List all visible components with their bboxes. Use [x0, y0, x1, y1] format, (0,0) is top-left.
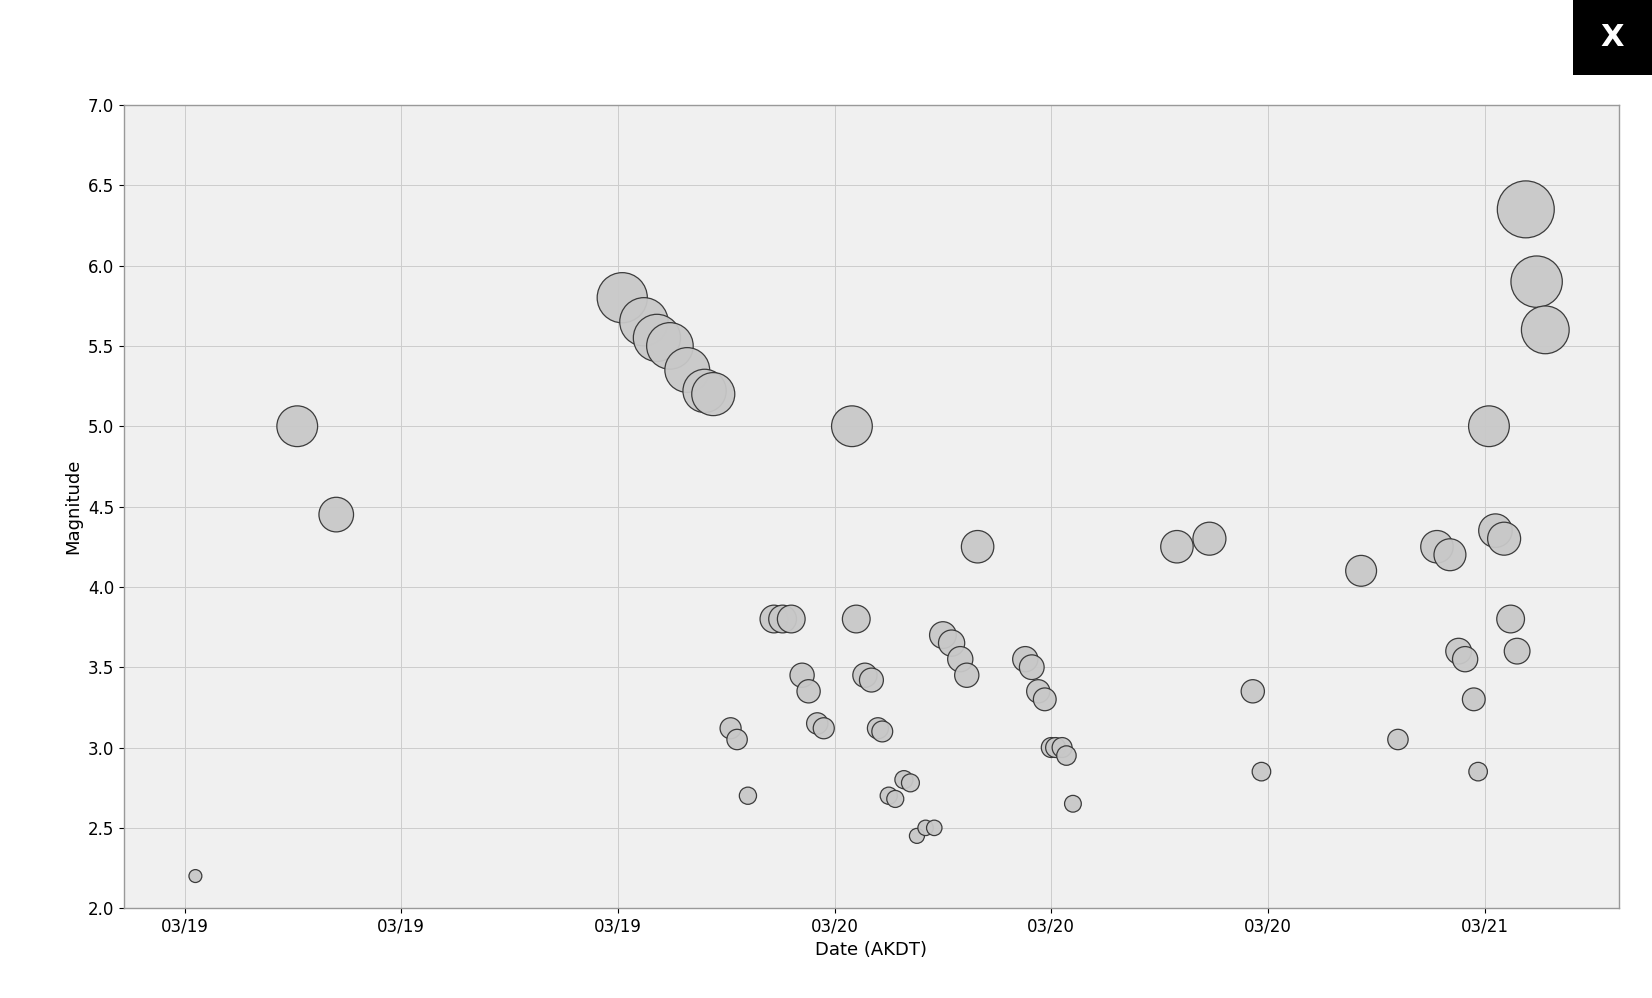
Point	[674, 362, 700, 378]
Point	[965, 539, 991, 555]
X-axis label: Date (AKDT): Date (AKDT)	[816, 941, 927, 959]
Point	[864, 721, 890, 737]
Y-axis label: Magnitude: Magnitude	[64, 459, 83, 554]
Point	[1163, 539, 1189, 555]
Point	[795, 684, 821, 700]
Point	[1475, 418, 1502, 434]
Point	[811, 721, 838, 737]
Point	[1019, 660, 1046, 676]
Point	[852, 668, 879, 684]
Point	[876, 787, 902, 803]
Point	[610, 289, 636, 305]
Point	[1013, 651, 1039, 667]
Point	[324, 507, 350, 523]
Point	[1348, 563, 1374, 579]
Point	[859, 672, 885, 688]
Point	[869, 724, 895, 740]
Point	[1037, 740, 1064, 755]
FancyBboxPatch shape	[1573, 0, 1652, 75]
Point	[1452, 651, 1479, 667]
Point	[1482, 523, 1508, 539]
Point	[1054, 748, 1080, 763]
Point	[938, 635, 965, 651]
Point	[778, 611, 805, 627]
Point	[1024, 684, 1051, 700]
Point	[1503, 643, 1530, 659]
Point	[760, 611, 786, 627]
Point	[1196, 531, 1222, 547]
Point	[897, 774, 923, 790]
Point	[1523, 273, 1550, 289]
Point	[1460, 692, 1487, 708]
Point	[1531, 322, 1558, 338]
Point	[1384, 732, 1411, 748]
Point	[284, 418, 311, 434]
Point	[805, 716, 831, 732]
Text: X: X	[1601, 23, 1624, 52]
Text: Magnitude-Time: Magnitude-Time	[17, 21, 317, 54]
Point	[947, 651, 973, 667]
Point	[1031, 692, 1057, 708]
Point	[770, 611, 796, 627]
Point	[1042, 740, 1069, 755]
Point	[657, 338, 684, 354]
Point	[1490, 531, 1517, 547]
Point	[904, 828, 930, 844]
Point	[922, 820, 948, 836]
Point	[1437, 547, 1464, 563]
Point	[1465, 763, 1492, 779]
Point	[912, 820, 938, 836]
Point	[890, 771, 917, 787]
Point	[930, 627, 957, 643]
Point	[1249, 763, 1275, 779]
Point	[843, 611, 869, 627]
Point	[1446, 643, 1472, 659]
Point	[1239, 684, 1265, 700]
Point	[724, 732, 750, 748]
Point	[1049, 740, 1075, 755]
Point	[644, 330, 671, 346]
Point	[717, 721, 743, 737]
Point	[182, 868, 208, 884]
Point	[1513, 202, 1540, 218]
Point	[700, 386, 727, 402]
Point	[953, 668, 980, 684]
Point	[1497, 611, 1523, 627]
Point	[631, 313, 657, 329]
Point	[839, 418, 866, 434]
Point	[692, 383, 719, 399]
Point	[790, 668, 816, 684]
Point	[1059, 795, 1085, 811]
Point	[882, 791, 909, 807]
Point	[1424, 539, 1450, 555]
Point	[735, 787, 762, 803]
